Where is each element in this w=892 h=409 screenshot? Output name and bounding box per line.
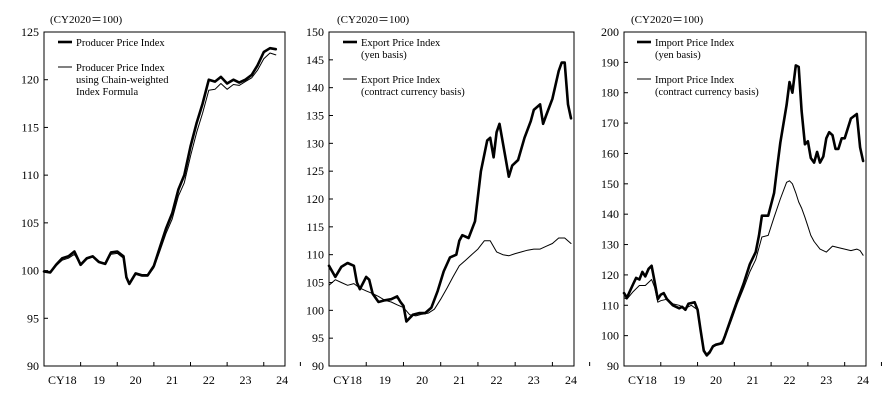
y-tick-label: 120 xyxy=(21,73,39,87)
y-tick-label: 130 xyxy=(601,238,619,252)
legend-label: (yen basis) xyxy=(361,50,407,61)
y-tick-label: 90 xyxy=(312,359,324,373)
y-tick-label: 150 xyxy=(306,25,324,39)
x-tick-label: CY18 xyxy=(48,373,77,387)
y-tick-label: 135 xyxy=(306,109,324,123)
series-line-2 xyxy=(43,52,277,284)
y-tick-label: 125 xyxy=(306,164,324,178)
series-line-1 xyxy=(622,64,865,357)
y-tick-label: 140 xyxy=(306,81,324,95)
chart-panel-2: (CY2020＝100) 90 95 100 105 110 115 120 125 130 135… xyxy=(306,14,591,387)
y-tick-label: 160 xyxy=(601,146,619,160)
x-tick-label: 23 xyxy=(820,373,832,387)
y-tick-label: 125 xyxy=(21,25,39,39)
legend-label: Import Price Index xyxy=(655,75,735,86)
x-tick-label: 24 xyxy=(565,373,577,387)
y-tick-label: 90 xyxy=(27,359,39,373)
legend-label: Producer Price Index xyxy=(76,63,165,74)
x-tick-label: 21 xyxy=(166,373,178,387)
legend-label: (yen basis) xyxy=(655,50,701,61)
x-tick-label: CY18 xyxy=(628,373,657,387)
y-tick-label: 130 xyxy=(306,136,324,150)
plot-frame xyxy=(43,31,286,367)
y-tick-label: 140 xyxy=(601,207,619,221)
legend-label: (contract currency basis) xyxy=(655,87,759,98)
x-tick-label: 19 xyxy=(93,373,105,387)
series-line-1 xyxy=(327,61,573,323)
x-tick-label: CY18 xyxy=(333,373,362,387)
y-tick-label: 150 xyxy=(601,177,619,191)
x-tick-label: 20 xyxy=(710,373,722,387)
y-tick-label: 120 xyxy=(306,192,324,206)
series-line-2 xyxy=(623,180,864,355)
y-tick-label: 120 xyxy=(601,268,619,282)
y-tick-label: 170 xyxy=(601,116,619,130)
series-line-2 xyxy=(328,237,572,317)
y-tick-label: 110 xyxy=(306,248,324,262)
x-tick-label: 23 xyxy=(239,373,251,387)
x-tick-label: 24 xyxy=(276,373,288,387)
x-tick-label: 23 xyxy=(528,373,540,387)
legend-label: Export Price Index xyxy=(361,75,441,86)
y-tick-label: 145 xyxy=(306,53,324,67)
y-tick-label: 200 xyxy=(601,25,619,39)
y-tick-label: 180 xyxy=(601,86,619,100)
y-tick-label: 100 xyxy=(601,329,619,343)
x-tick-label: 19 xyxy=(673,373,685,387)
legend-label: Index Formula xyxy=(76,87,138,98)
legend-label: Export Price Index xyxy=(361,38,441,49)
y-tick-label: 95 xyxy=(312,331,324,345)
y-tick-label: 100 xyxy=(306,303,324,317)
legend-label: (contract currency basis) xyxy=(361,87,465,98)
y-tick-label: 105 xyxy=(21,216,39,230)
unit-label: (CY2020＝100) xyxy=(337,14,409,26)
x-tick-label: 20 xyxy=(130,373,142,387)
x-tick-label: 24 xyxy=(857,373,869,387)
plot-frame xyxy=(623,31,867,367)
legend-label: Producer Price Index xyxy=(76,38,165,49)
y-tick-label: 95 xyxy=(27,311,39,325)
y-tick-label: 105 xyxy=(306,276,324,290)
y-tick-label: 100 xyxy=(21,264,39,278)
x-tick-label: 22 xyxy=(784,373,796,387)
y-tick-label: 90 xyxy=(607,359,619,373)
legend-label: Import Price Index xyxy=(655,38,735,49)
unit-label: (CY2020＝100) xyxy=(50,14,122,26)
y-tick-label: 110 xyxy=(601,298,619,312)
x-tick-label: 22 xyxy=(491,373,503,387)
y-tick-label: 110 xyxy=(21,168,39,182)
x-tick-label: 21 xyxy=(747,373,759,387)
unit-label: (CY2020＝100) xyxy=(631,14,703,26)
chart-panel-1: (CY2020＝100) 90 95 100 105 110 115 120 125 CY18 19… xyxy=(21,14,301,387)
x-tick-label: 20 xyxy=(416,373,428,387)
x-tick-label: 22 xyxy=(203,373,215,387)
y-tick-label: 115 xyxy=(21,120,39,134)
legend-label: using Chain-weighted xyxy=(76,75,169,86)
x-tick-label: 19 xyxy=(379,373,391,387)
y-tick-label: 115 xyxy=(306,220,324,234)
chart-panel-3: (CY2020＝100) 90 100 110 120 130 140 150 160 170 18… xyxy=(601,14,882,387)
y-tick-label: 190 xyxy=(601,55,619,69)
x-tick-label: 21 xyxy=(453,373,465,387)
